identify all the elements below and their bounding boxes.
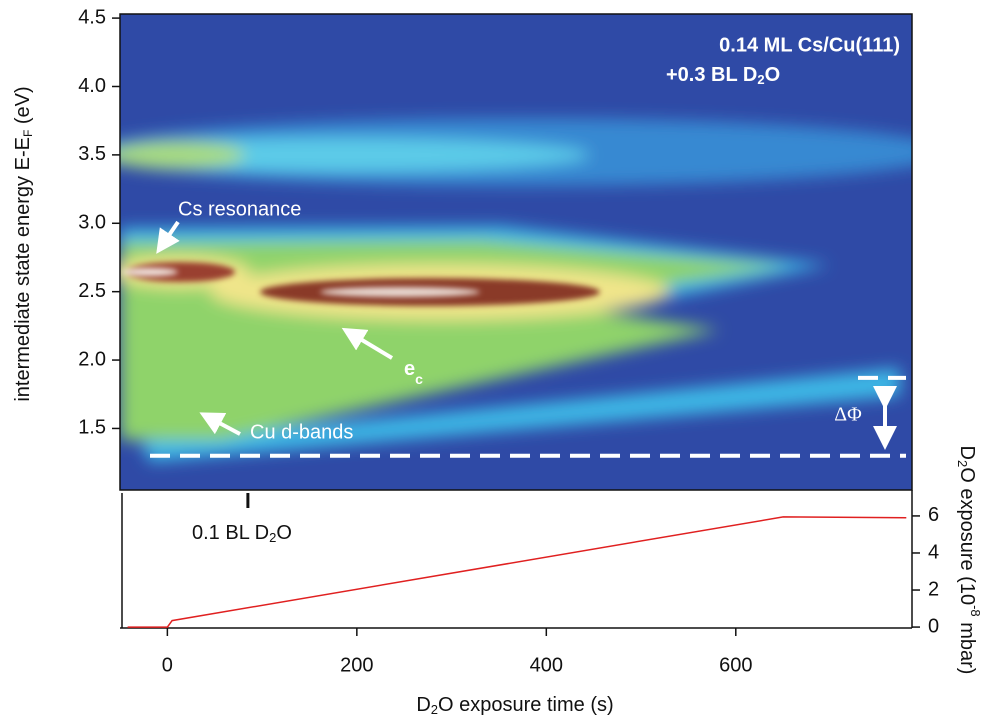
- arrow: [199, 412, 241, 436]
- y-tick-label: 4.5: [78, 6, 106, 28]
- y-tick-label: 3.5: [78, 143, 106, 165]
- y2-tick-label: 0: [928, 615, 939, 637]
- coverage-label: +0.3 BL D2O: [666, 64, 780, 87]
- x-tick-label: 0: [162, 654, 173, 676]
- dphi-label: ΔΦ: [834, 404, 862, 426]
- x-tick-label: 200: [340, 654, 373, 676]
- y2-axis-label: D2O exposure (10-8 mbar): [955, 446, 983, 675]
- x-axis-label: D2O exposure time (s): [416, 694, 613, 717]
- arrow: [341, 327, 394, 360]
- cu-label: Cu d-bands: [250, 421, 353, 443]
- y2-tick-label: 2: [928, 578, 939, 600]
- exposure-line: [127, 516, 907, 628]
- y-tick-label: 2.5: [78, 280, 106, 302]
- y-tick-label: 2.0: [78, 348, 106, 370]
- y-axis-label: intermediate state energy E-EF (eV): [12, 86, 35, 401]
- x-tick-label: 400: [530, 654, 563, 676]
- marker-label: 0.1 BL D2O: [192, 522, 292, 545]
- arrow: [156, 220, 180, 254]
- y-tick-label: 1.5: [78, 417, 106, 439]
- x-tick-label: 600: [719, 654, 752, 676]
- heatmap-image: [120, 14, 912, 490]
- sample-label: 0.14 ML Cs/Cu(111): [719, 34, 900, 56]
- y2-tick-label: 4: [928, 541, 939, 563]
- y2-tick-label: 6: [928, 504, 939, 526]
- cs-label: Cs resonance: [178, 198, 301, 220]
- y-tick-label: 4.0: [78, 75, 106, 97]
- y-tick-label: 3.0: [78, 212, 106, 234]
- ec-label: ec: [404, 358, 423, 386]
